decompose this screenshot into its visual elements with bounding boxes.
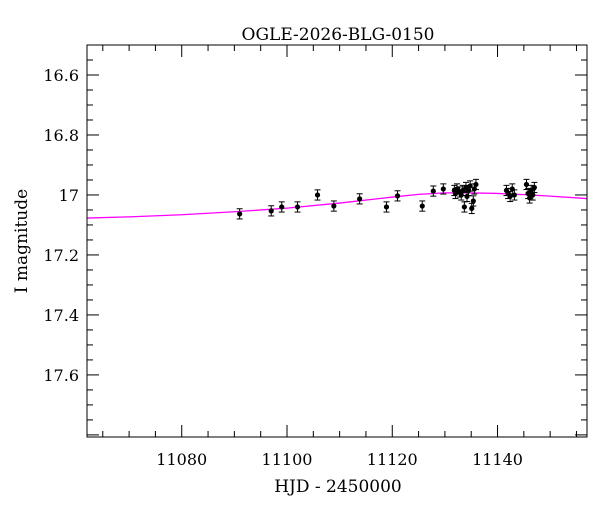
data-marker	[473, 181, 479, 188]
x-tick-label: 11140	[472, 450, 523, 469]
data-point	[294, 201, 301, 213]
data-point	[472, 178, 479, 191]
y-tick-label: 16.6	[43, 66, 79, 85]
y-tick-label: 17.2	[43, 246, 79, 265]
data-marker	[279, 204, 285, 210]
data-marker	[470, 198, 476, 204]
data-point	[236, 208, 243, 220]
data-marker	[331, 203, 337, 209]
x-tick-label: 11120	[367, 450, 418, 469]
data-point	[531, 181, 538, 194]
data-point	[278, 201, 285, 213]
data-point	[268, 205, 275, 217]
y-axis-label: I magnitude	[12, 189, 32, 293]
plot-frame	[86, 44, 588, 438]
data-point	[467, 180, 474, 192]
x-tick-label: 11080	[156, 450, 207, 469]
data-marker	[469, 205, 475, 212]
data-marker	[394, 193, 401, 199]
data-point	[511, 189, 518, 201]
data-marker	[419, 203, 425, 209]
y-tick-label: 17.6	[43, 366, 79, 385]
data-marker	[507, 193, 513, 200]
data-marker	[237, 211, 243, 217]
data-point	[470, 195, 477, 207]
data-point	[394, 190, 401, 202]
data-marker	[467, 183, 473, 189]
y-tick-label: 16.8	[43, 126, 79, 145]
y-tick-label: 17	[59, 186, 79, 205]
data-point	[330, 200, 337, 212]
data-point	[468, 202, 475, 215]
data-marker	[523, 181, 530, 188]
data-marker	[531, 184, 537, 191]
data-marker	[357, 196, 363, 202]
data-point	[529, 189, 536, 201]
data-point	[356, 193, 363, 205]
data-point	[454, 183, 460, 195]
data-point	[440, 183, 447, 195]
data-marker	[461, 204, 467, 210]
data-point	[461, 201, 468, 213]
data-marker	[294, 204, 301, 210]
x-axis-label: HJD - 2450000	[274, 477, 402, 497]
data-marker	[314, 192, 321, 198]
data-marker	[430, 188, 436, 194]
data-point	[419, 200, 426, 212]
data-point	[430, 185, 437, 197]
data-point	[383, 201, 390, 213]
data-point	[314, 189, 321, 201]
data-marker	[530, 192, 536, 198]
chart-title: OGLE-2026-BLG-0150	[242, 25, 435, 45]
data-marker	[268, 208, 274, 214]
y-tick-label: 17.4	[43, 306, 79, 325]
model-curve	[86, 192, 588, 219]
data-marker	[383, 204, 390, 210]
x-tick-label: 11100	[262, 450, 313, 469]
data-marker	[440, 186, 446, 192]
data-marker	[511, 192, 517, 198]
